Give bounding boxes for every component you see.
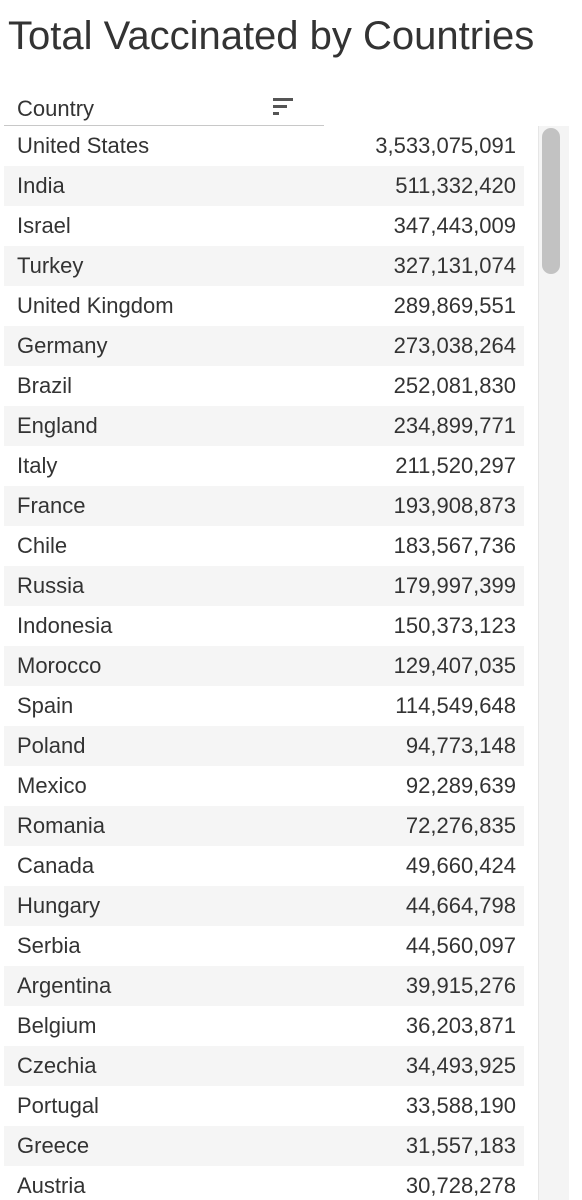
vaccinated-value-cell: 33,588,190 — [405, 1093, 516, 1118]
vaccinated-value-cell: 327,131,074 — [393, 253, 516, 278]
table-row: France 193,908,873 — [4, 486, 524, 526]
vaccinated-value-cell: 193,908,873 — [393, 493, 516, 518]
vaccinated-value-cell: 30,728,278 — [405, 1173, 516, 1198]
table-row: Russia 179,997,399 — [4, 566, 524, 606]
vaccinated-value-cell: 92,289,639 — [405, 773, 516, 798]
country-cell: France — [17, 493, 86, 518]
table-row: Argentina 39,915,276 — [4, 966, 524, 1006]
table-row: England 234,899,771 — [4, 406, 524, 446]
scrollbar-track[interactable] — [538, 126, 569, 1200]
table-row: Italy 211,520,297 — [4, 446, 524, 486]
country-cell: Turkey — [17, 253, 84, 278]
vaccinated-value-cell: 234,899,771 — [393, 413, 516, 438]
column-header: Country — [4, 88, 324, 126]
country-cell: United Kingdom — [17, 293, 174, 318]
table-row: Israel 347,443,009 — [4, 206, 524, 246]
table-row: Austria 30,728,278 — [4, 1166, 524, 1200]
country-cell: Morocco — [17, 653, 102, 678]
table-row: Czechia 34,493,925 — [4, 1046, 524, 1086]
country-cell: Mexico — [17, 773, 87, 798]
country-cell: Austria — [17, 1173, 86, 1198]
vaccinated-value-cell: 44,560,097 — [405, 933, 516, 958]
column-header-country: Country — [17, 96, 95, 121]
chart-title: Total Vaccinated by Countries — [8, 14, 535, 58]
table-row: Mexico 92,289,639 — [4, 766, 524, 806]
table-row: Romania 72,276,835 — [4, 806, 524, 846]
table-row: Greece 31,557,183 — [4, 1126, 524, 1166]
table-row: Spain 114,549,648 — [4, 686, 524, 726]
vaccinated-value-cell: 31,557,183 — [405, 1133, 516, 1158]
vaccinated-value-cell: 114,549,648 — [395, 693, 516, 718]
vaccinated-value-cell: 211,520,297 — [395, 453, 516, 478]
country-cell: Argentina — [17, 973, 112, 998]
country-cell: Poland — [17, 733, 86, 758]
vaccinated-value-cell: 150,373,123 — [393, 613, 516, 638]
country-cell: Portugal — [17, 1093, 99, 1118]
table-row: India 511,332,420 — [4, 166, 524, 206]
table-body: United States 3,533,075,091 India 511,332,4… — [4, 126, 524, 1200]
sort-descending-icon[interactable] — [272, 95, 294, 117]
vaccinated-value-cell: 49,660,424 — [405, 853, 516, 878]
table-row: Morocco 129,407,035 — [4, 646, 524, 686]
table-row: Belgium 36,203,871 — [4, 1006, 524, 1046]
country-cell: Russia — [17, 573, 85, 598]
vaccinated-value-cell: 347,443,009 — [393, 213, 516, 238]
country-cell: United States — [17, 133, 150, 158]
vaccinated-value-cell: 511,332,420 — [395, 173, 516, 198]
country-cell: Israel — [17, 213, 71, 238]
vaccinated-value-cell: 3,533,075,091 — [375, 133, 516, 158]
table-row: Portugal 33,588,190 — [4, 1086, 524, 1126]
vaccinated-value-cell: 183,567,736 — [393, 533, 516, 558]
country-cell: Romania — [17, 813, 106, 838]
country-cell: Italy — [17, 453, 58, 478]
table-row: Chile 183,567,736 — [4, 526, 524, 566]
table-row: Canada 49,660,424 — [4, 846, 524, 886]
country-cell: Germany — [17, 333, 108, 358]
country-cell: Indonesia — [17, 613, 113, 638]
vaccinated-value-cell: 94,773,148 — [405, 733, 516, 758]
vaccinated-value-cell: 129,407,035 — [393, 653, 516, 678]
vaccinated-value-cell: 34,493,925 — [405, 1053, 516, 1078]
country-cell: Serbia — [17, 933, 81, 958]
table-row: Poland 94,773,148 — [4, 726, 524, 766]
country-cell: Canada — [17, 853, 95, 878]
country-cell: England — [17, 413, 98, 438]
vaccinated-value-cell: 289,869,551 — [393, 293, 516, 318]
vaccinated-value-cell: 179,997,399 — [393, 573, 516, 598]
vaccinated-value-cell: 252,081,830 — [393, 373, 516, 398]
country-cell: Belgium — [17, 1013, 97, 1038]
table-row: Serbia 44,560,097 — [4, 926, 524, 966]
vaccinated-value-cell: 36,203,871 — [405, 1013, 516, 1038]
table-row: United Kingdom 289,869,551 — [4, 286, 524, 326]
country-cell: Hungary — [17, 893, 101, 918]
table-row: Brazil 252,081,830 — [4, 366, 524, 406]
table-row: United States 3,533,075,091 — [4, 126, 524, 166]
vaccinated-value-cell: 273,038,264 — [393, 333, 516, 358]
table-row: Germany 273,038,264 — [4, 326, 524, 366]
vaccinated-value-cell: 72,276,835 — [405, 813, 516, 838]
scrollbar-thumb[interactable] — [542, 128, 560, 274]
country-cell: Greece — [17, 1133, 90, 1158]
vaccinated-value-cell: 44,664,798 — [405, 893, 516, 918]
table-row: Hungary 44,664,798 — [4, 886, 524, 926]
country-cell: Brazil — [17, 373, 73, 398]
table-row: Indonesia 150,373,123 — [4, 606, 524, 646]
country-cell: Czechia — [17, 1053, 97, 1078]
country-cell: Chile — [17, 533, 68, 558]
vaccinated-value-cell: 39,915,276 — [405, 973, 516, 998]
table-row: Turkey 327,131,074 — [4, 246, 524, 286]
country-cell: Spain — [17, 693, 74, 718]
country-cell: India — [17, 173, 65, 198]
